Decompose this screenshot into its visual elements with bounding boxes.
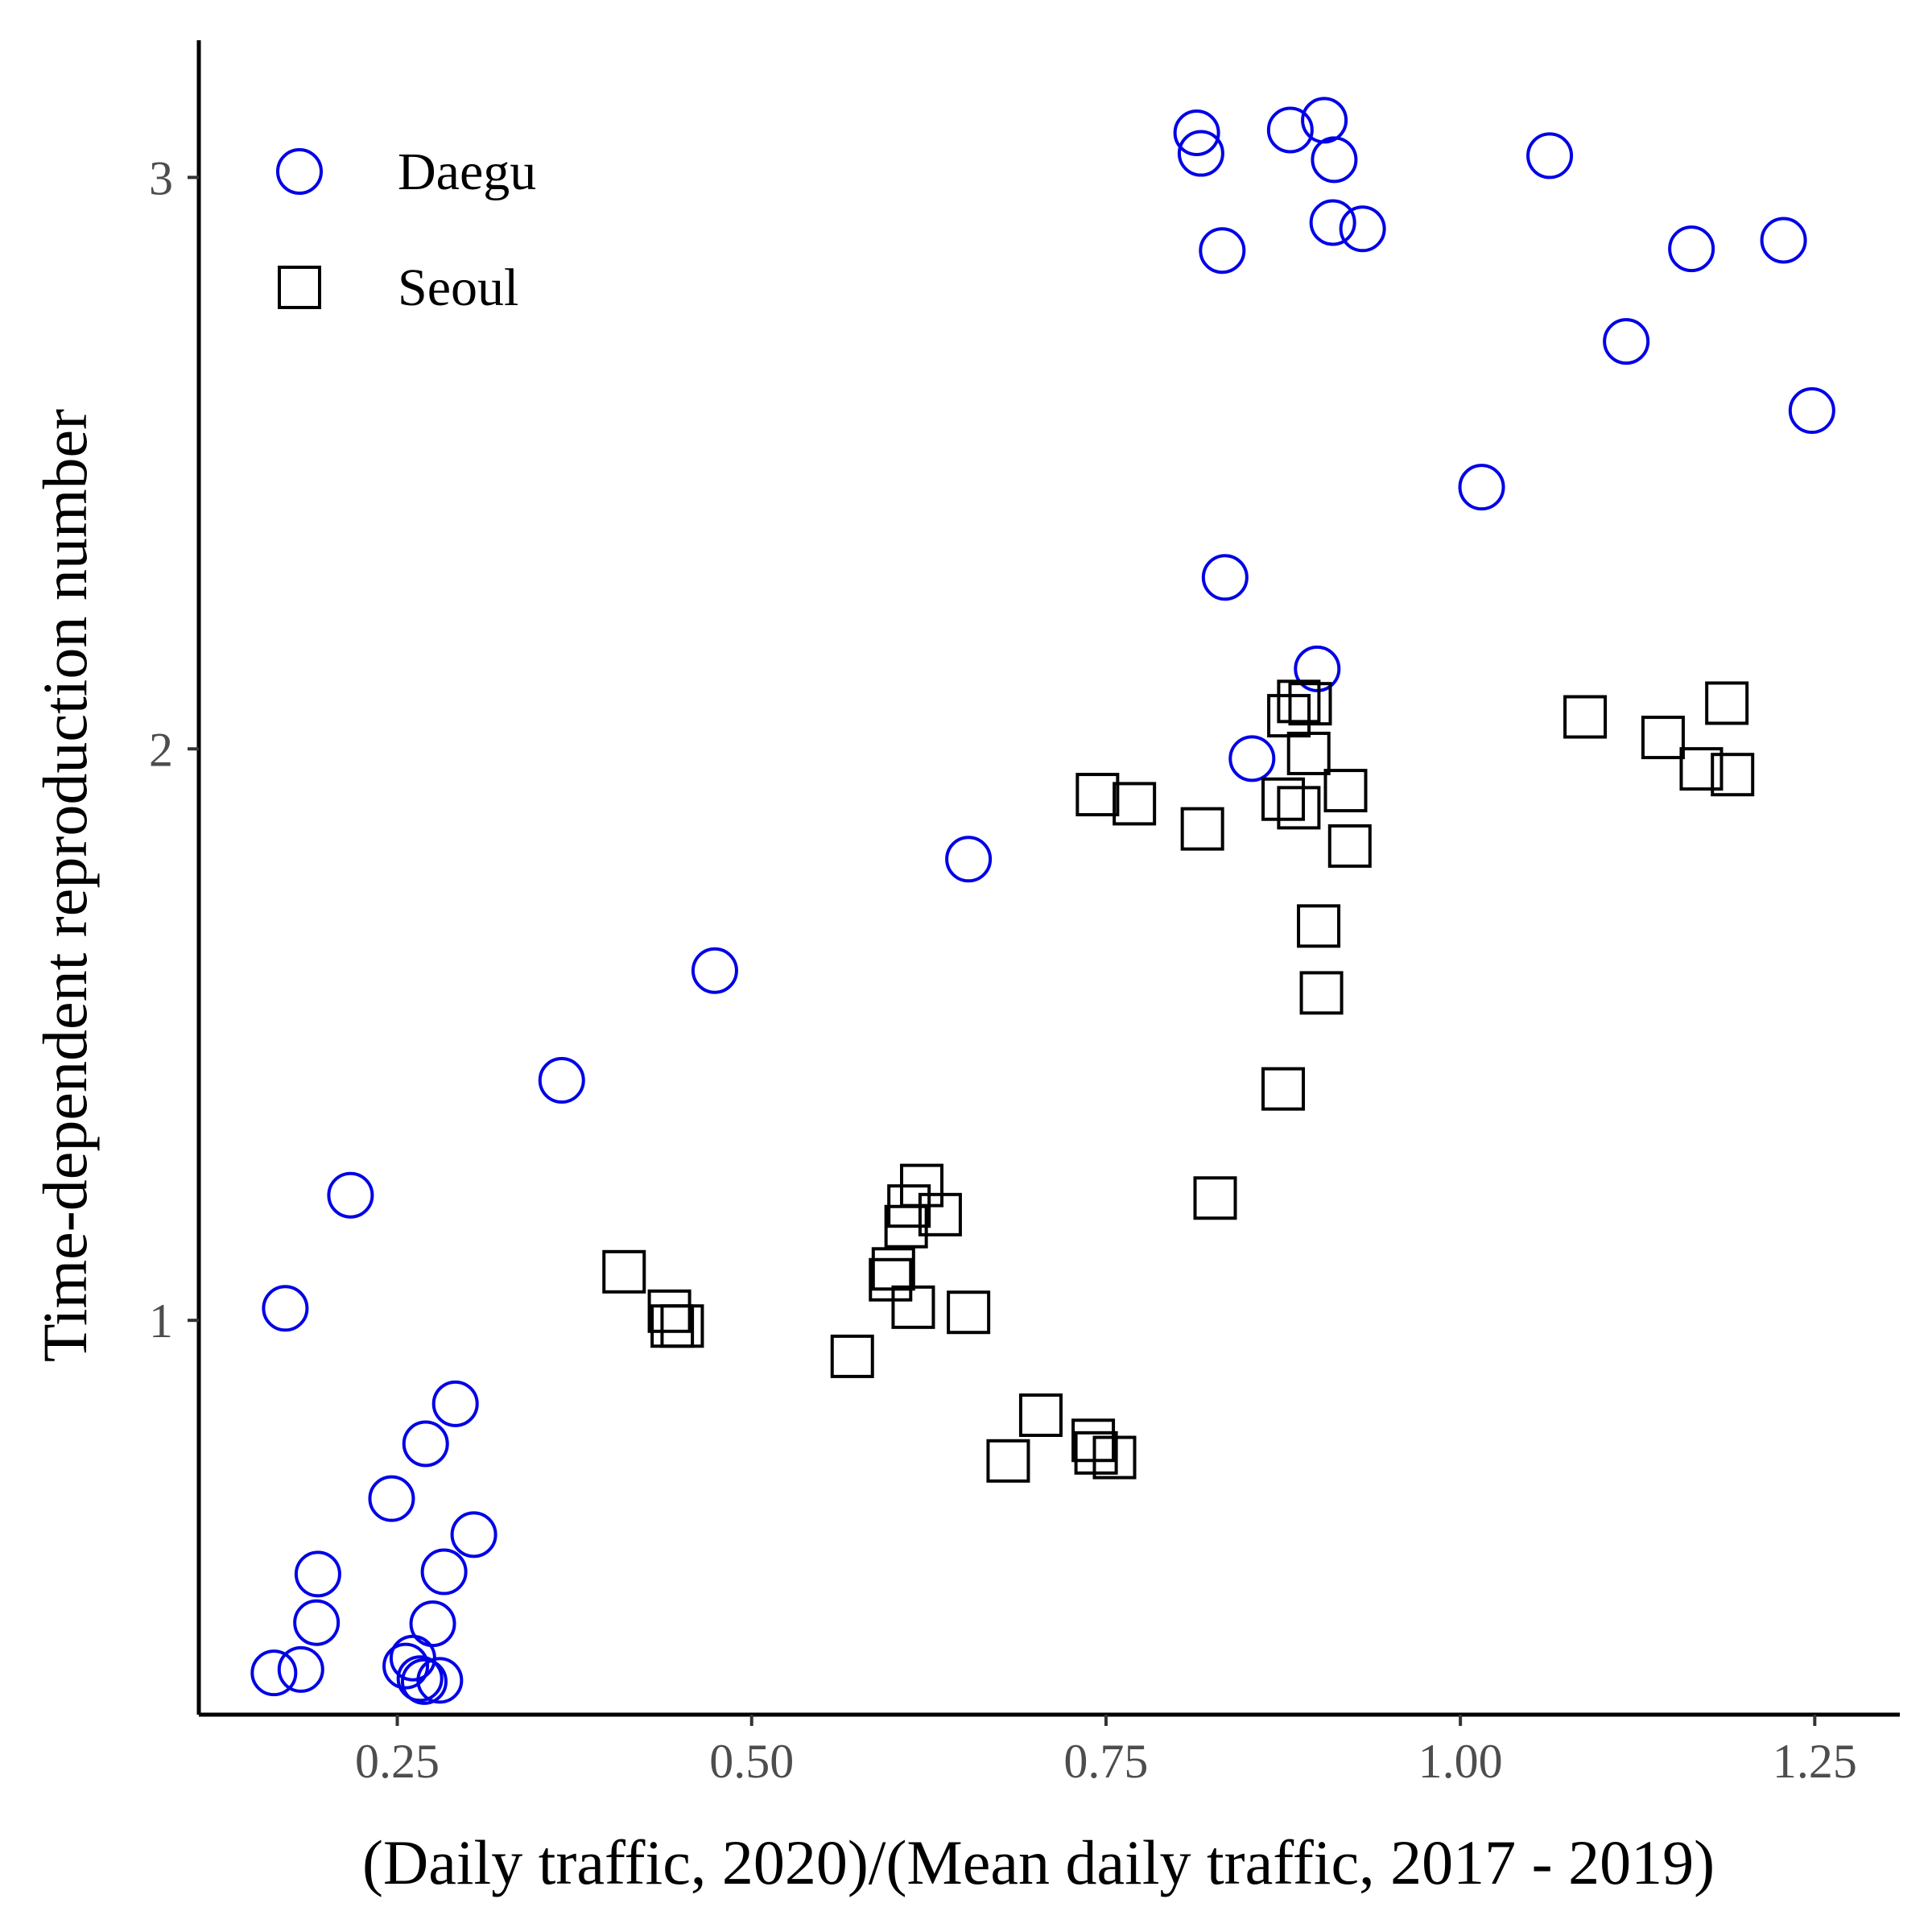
data-point-daegu (1603, 318, 1650, 365)
data-point-seoul (1641, 716, 1685, 760)
x-axis-title: (Daily traffic, 2020)/(Mean daily traffi… (362, 1827, 1715, 1897)
data-point-daegu (262, 1285, 309, 1332)
data-point-daegu (1201, 554, 1249, 601)
data-point-seoul (1092, 1435, 1137, 1480)
legend-label-daegu: Daegu (398, 142, 536, 201)
legend: Daegu Seoul (276, 142, 536, 317)
data-point-seoul (1327, 824, 1372, 868)
legend-label-seoul: Seoul (398, 258, 518, 317)
data-point-daegu (382, 1642, 430, 1690)
y-tick-label: 3 (149, 151, 173, 204)
data-point-daegu (1199, 227, 1246, 275)
series-seoul (602, 679, 1755, 1483)
data-point-daegu (1458, 464, 1505, 511)
data-point-seoul (647, 1289, 691, 1333)
data-point-daegu (1760, 217, 1807, 264)
data-point-seoul (869, 1257, 913, 1302)
data-point-daegu (538, 1057, 585, 1104)
data-point-daegu (1526, 132, 1574, 180)
x-tick-label: 0.25 (355, 1735, 440, 1788)
data-point-daegu (277, 1645, 324, 1693)
data-point-daegu (1173, 109, 1220, 157)
data-point-daegu (402, 1420, 449, 1468)
data-point-daegu (691, 947, 738, 994)
data-point-seoul (871, 1247, 915, 1291)
data-point-daegu (1311, 136, 1358, 184)
data-point-seoul (1180, 807, 1224, 851)
x-tick-label: 0.75 (1063, 1735, 1148, 1788)
legend-item-daegu: Daegu (276, 142, 536, 201)
data-point-daegu (293, 1599, 341, 1646)
data-point-daegu (1788, 387, 1835, 435)
data-point-daegu (409, 1600, 456, 1648)
x-tick-label: 0.50 (709, 1735, 794, 1788)
data-point-seoul (1277, 786, 1321, 830)
data-point-seoul (986, 1439, 1030, 1483)
data-point-daegu (294, 1550, 341, 1598)
series-daegu (250, 97, 1835, 1705)
data-point-seoul (1297, 904, 1341, 948)
data-point-seoul (1711, 753, 1755, 797)
x-tick-label: 1.25 (1773, 1735, 1857, 1788)
data-point-seoul (1075, 773, 1120, 817)
data-point-daegu (1177, 130, 1224, 177)
data-point-daegu (945, 836, 993, 883)
data-point-daegu (400, 1657, 448, 1705)
legend-key-daegu (276, 148, 323, 195)
data-point-daegu (450, 1511, 497, 1558)
data-point-seoul (1323, 769, 1368, 813)
data-point-seoul (1563, 695, 1608, 739)
data-point-daegu (250, 1649, 298, 1697)
data-point-seoul (650, 1304, 695, 1348)
data-point-seoul (660, 1304, 704, 1348)
data-point-seoul (1286, 731, 1331, 775)
data-point-seoul (1193, 1176, 1237, 1220)
data-point-seoul (918, 1192, 962, 1236)
data-point-daegu (396, 1655, 444, 1703)
data-point-seoul (947, 1290, 991, 1335)
data-point-daegu (1668, 225, 1715, 273)
data-point-daegu (1228, 735, 1276, 782)
data-point-seoul (1074, 1430, 1118, 1475)
data-point-seoul (830, 1334, 874, 1378)
y-tick-label: 1 (149, 1294, 173, 1348)
data-point-seoul (884, 1204, 928, 1249)
data-point-seoul (1261, 1067, 1306, 1111)
data-point-daegu (1309, 199, 1356, 246)
data-point-seoul (602, 1249, 646, 1294)
data-point-seoul (891, 1285, 935, 1329)
legend-item-seoul: Seoul (278, 258, 518, 317)
data-point-daegu (327, 1171, 374, 1219)
data-point-daegu (1339, 205, 1386, 253)
data-point-daegu (1294, 645, 1341, 692)
data-point-seoul (1018, 1393, 1063, 1438)
legend-key-seoul (278, 266, 321, 309)
x-tick-label: 1.00 (1418, 1735, 1503, 1788)
axes: 0.25 0.50 0.75 1.00 1.25 1 2 3 (149, 40, 1900, 1788)
data-point-seoul (1299, 971, 1344, 1015)
data-point-daegu (368, 1475, 415, 1522)
data-point-seoul (1113, 782, 1157, 826)
y-tick-label: 2 (149, 723, 173, 776)
data-point-seoul (1261, 777, 1306, 821)
data-point-daegu (1266, 106, 1314, 154)
y-axis-title: Time-dependent reproduction number (30, 409, 100, 1362)
data-point-seoul (1679, 747, 1724, 791)
data-point-seoul (1277, 679, 1321, 724)
data-point-daegu (420, 1548, 468, 1596)
data-point-seoul (1705, 681, 1749, 725)
data-point-daegu (431, 1380, 479, 1427)
plot-area (250, 97, 1835, 1705)
data-point-daegu (416, 1657, 464, 1704)
